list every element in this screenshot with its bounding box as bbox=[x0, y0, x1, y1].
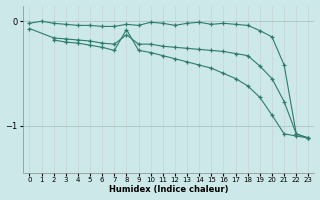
X-axis label: Humidex (Indice chaleur): Humidex (Indice chaleur) bbox=[109, 185, 229, 194]
